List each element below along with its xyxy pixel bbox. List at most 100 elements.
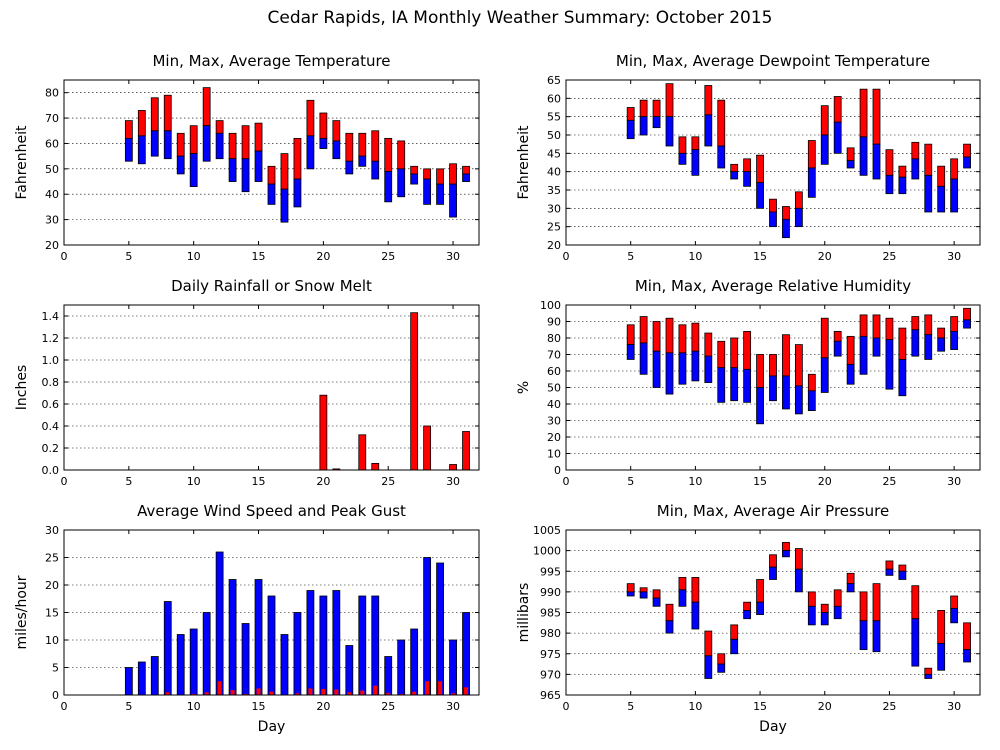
- humidity-bar-upper: [924, 314, 933, 336]
- average-speed-bar: [269, 691, 274, 695]
- wind-xtick-label: 5: [125, 700, 132, 713]
- temperature-bar-upper: [306, 99, 315, 137]
- pressure-bar-upper: [911, 585, 920, 620]
- pressure-bar-upper: [756, 579, 764, 603]
- peak-gust-bar: [436, 562, 444, 696]
- humidity-bar-lower: [678, 352, 687, 385]
- pressure-bar-lower: [937, 643, 946, 671]
- dewpoint-bar-upper: [859, 88, 868, 138]
- pressure-bar-upper: [704, 630, 713, 657]
- dewpoint-bar-upper: [963, 143, 971, 158]
- dewpoint-ytick-label: 60: [547, 92, 561, 105]
- dewpoint-bar-lower: [911, 158, 920, 180]
- humidity-bar-lower: [665, 352, 674, 395]
- dewpoint-xtick-label: 0: [563, 250, 570, 263]
- peak-gust-bar: [462, 612, 470, 696]
- dewpoint-ytick-label: 40: [547, 166, 561, 179]
- dewpoint-ytick-label: 25: [547, 221, 561, 234]
- pressure-xlabel: Day: [759, 719, 787, 735]
- dewpoint-bar-upper: [626, 107, 635, 121]
- humidity-bar-upper: [963, 307, 971, 321]
- temperature-ytick-label: 60: [45, 137, 59, 150]
- dewpoint-bar-lower: [963, 156, 971, 169]
- temperature-bar-upper: [163, 94, 172, 132]
- pressure-bar-upper: [820, 603, 829, 613]
- humidity-bar-lower: [717, 367, 726, 403]
- average-speed-bar: [412, 691, 417, 695]
- pressure-bar-upper: [846, 572, 855, 585]
- dewpoint-bar-lower: [639, 116, 648, 136]
- average-speed-bar: [191, 693, 196, 695]
- temperature-bar-lower: [241, 158, 250, 193]
- humidity-xtick-label: 5: [627, 475, 634, 488]
- humidity-bar-lower: [639, 342, 648, 375]
- humidity-title: Min, Max, Average Relative Humidity: [635, 277, 911, 295]
- humidity-bar-lower: [859, 335, 868, 375]
- humidity-bar-upper: [730, 337, 739, 369]
- pressure-bar-upper: [963, 622, 971, 651]
- dewpoint-bar-lower: [872, 143, 881, 180]
- temperature-bar-upper: [397, 140, 406, 170]
- humidity-bar-lower: [911, 329, 920, 357]
- temperature-xtick-label: 5: [125, 250, 132, 263]
- rainfall-title: Daily Rainfall or Snow Melt: [171, 277, 372, 295]
- humidity-ytick-label: 30: [547, 415, 561, 428]
- humidity-bar-upper: [898, 327, 907, 360]
- peak-gust-bar: [124, 667, 133, 696]
- wind-ytick-label: 30: [45, 524, 59, 537]
- humidity-bar-lower: [872, 337, 881, 357]
- dewpoint-bar-upper: [652, 99, 661, 118]
- humidity-xtick-label: 20: [818, 475, 832, 488]
- temperature-xtick-label: 0: [61, 250, 68, 263]
- pressure-ytick-label: 970: [540, 668, 561, 681]
- dewpoint-bar-upper: [769, 198, 777, 213]
- humidity-bar-upper: [833, 330, 842, 342]
- temperature-bar-lower: [137, 135, 146, 165]
- temperature-bar-lower: [462, 173, 470, 182]
- peak-gust-bar: [228, 579, 237, 696]
- temperature-bar-lower: [332, 140, 341, 160]
- wind-ytick-label: 0: [52, 689, 59, 702]
- humidity-bar-upper: [652, 321, 661, 352]
- pressure-ytick-label: 980: [540, 627, 561, 640]
- humidity-bar-upper: [885, 317, 894, 341]
- peak-gust-bar: [241, 623, 250, 696]
- humidity-bar-lower: [756, 387, 764, 425]
- rainfall-bar: [410, 312, 419, 471]
- rainfall-bar: [358, 434, 367, 471]
- dewpoint-ytick-label: 20: [547, 239, 561, 252]
- average-speed-bar: [217, 681, 222, 695]
- dewpoint-xtick-label: 10: [688, 250, 702, 263]
- pressure-bar-lower: [704, 655, 713, 679]
- peak-gust-bar: [371, 595, 380, 696]
- humidity-bar-lower: [924, 334, 933, 360]
- temperature-bar-lower: [371, 160, 380, 180]
- peak-gust-bar: [345, 645, 354, 696]
- pressure-bar-upper: [872, 583, 881, 622]
- temperature-bar-upper: [436, 168, 444, 185]
- peak-gust-bar: [137, 661, 146, 696]
- dewpoint-bar-upper: [704, 85, 713, 116]
- wind-ylabel: miles/hour: [14, 575, 30, 649]
- dewpoint-bar-lower: [898, 176, 907, 195]
- dewpoint-chart: Min, Max, Average Dewpoint Temperature 20…: [516, 52, 981, 263]
- temperature-bar-lower: [163, 130, 172, 160]
- humidity-bar-upper: [756, 354, 764, 388]
- temperature-bar-lower: [410, 173, 419, 185]
- dewpoint-bar-lower: [704, 114, 713, 147]
- temperature-bar-upper: [319, 112, 328, 139]
- humidity-bar-upper: [937, 327, 946, 339]
- pressure-bar-lower: [639, 591, 648, 599]
- rainfall-bar: [449, 464, 457, 471]
- dewpoint-bar-upper: [885, 149, 894, 176]
- dewpoint-bar-upper: [872, 88, 881, 145]
- rainfall-ylabel: Inches: [14, 365, 30, 410]
- pressure-ytick-label: 995: [540, 565, 561, 578]
- humidity-ytick-label: 60: [547, 365, 561, 378]
- peak-gust-bar: [397, 639, 406, 696]
- average-speed-bar: [321, 688, 326, 695]
- wind-plot-frame: [63, 529, 480, 696]
- pressure-bar-lower: [885, 568, 894, 576]
- dewpoint-bar-upper: [807, 140, 816, 169]
- temperature-bar-upper: [150, 97, 159, 132]
